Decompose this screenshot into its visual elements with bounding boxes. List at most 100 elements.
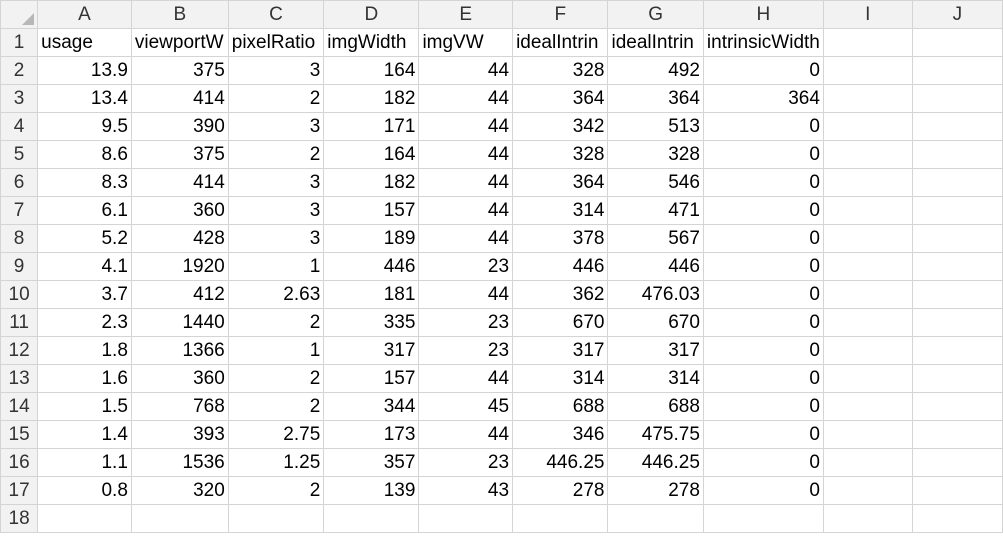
- column-header-i[interactable]: I: [822, 0, 913, 29]
- cell-g4[interactable]: 513: [607, 112, 704, 141]
- cell-b12[interactable]: 1366: [130, 336, 229, 365]
- cell-h17[interactable]: 0: [702, 476, 824, 505]
- cell-d9[interactable]: 446: [323, 252, 420, 281]
- cell-d14[interactable]: 344: [323, 392, 420, 421]
- cell-b13[interactable]: 360: [130, 364, 229, 393]
- row-header[interactable]: 13: [0, 364, 39, 393]
- cell-j6[interactable]: [911, 168, 1003, 197]
- cell-j18[interactable]: [911, 504, 1003, 533]
- cell-d12[interactable]: 317: [323, 336, 420, 365]
- cell-j16[interactable]: [911, 448, 1003, 477]
- column-header-h[interactable]: H: [702, 0, 824, 29]
- cell-d2[interactable]: 164: [323, 56, 420, 85]
- cell-c1[interactable]: pixelRatio: [227, 28, 325, 57]
- cell-e17[interactable]: 43: [418, 476, 514, 505]
- cell-c13[interactable]: 2: [227, 364, 325, 393]
- row-header[interactable]: 14: [0, 392, 39, 421]
- cell-d13[interactable]: 157: [323, 364, 420, 393]
- cell-g8[interactable]: 567: [607, 224, 704, 253]
- cell-f5[interactable]: 328: [512, 140, 609, 169]
- cell-i14[interactable]: [822, 392, 913, 421]
- cell-b7[interactable]: 360: [130, 196, 229, 225]
- cell-a10[interactable]: 3.7: [37, 280, 132, 309]
- cell-b8[interactable]: 428: [130, 224, 229, 253]
- cell-g9[interactable]: 446: [607, 252, 704, 281]
- cell-f17[interactable]: 278: [512, 476, 609, 505]
- cell-b5[interactable]: 375: [130, 140, 229, 169]
- cell-c16[interactable]: 1.25: [227, 448, 325, 477]
- row-header[interactable]: 16: [0, 448, 39, 477]
- cell-b14[interactable]: 768: [130, 392, 229, 421]
- cell-h8[interactable]: 0: [702, 224, 824, 253]
- cell-f13[interactable]: 314: [512, 364, 609, 393]
- cell-g7[interactable]: 471: [607, 196, 704, 225]
- cell-d8[interactable]: 189: [323, 224, 420, 253]
- cell-j14[interactable]: [911, 392, 1003, 421]
- cell-h11[interactable]: 0: [702, 308, 824, 337]
- cell-c9[interactable]: 1: [227, 252, 325, 281]
- cell-j12[interactable]: [911, 336, 1003, 365]
- column-header-a[interactable]: A: [37, 0, 132, 29]
- cell-h2[interactable]: 0: [702, 56, 824, 85]
- cell-b11[interactable]: 1440: [130, 308, 229, 337]
- cell-e8[interactable]: 44: [418, 224, 514, 253]
- row-header[interactable]: 2: [0, 56, 39, 85]
- cell-j17[interactable]: [911, 476, 1003, 505]
- cell-f1[interactable]: idealIntrin: [512, 28, 609, 57]
- row-header[interactable]: 18: [0, 504, 39, 533]
- cell-h15[interactable]: 0: [702, 420, 824, 449]
- cell-h7[interactable]: 0: [702, 196, 824, 225]
- cell-e11[interactable]: 23: [418, 308, 514, 337]
- cell-c17[interactable]: 2: [227, 476, 325, 505]
- cell-h14[interactable]: 0: [702, 392, 824, 421]
- cell-a3[interactable]: 13.4: [37, 84, 132, 113]
- cell-i2[interactable]: [822, 56, 913, 85]
- row-header[interactable]: 7: [0, 196, 39, 225]
- cell-d11[interactable]: 335: [323, 308, 420, 337]
- row-header[interactable]: 9: [0, 252, 39, 281]
- cell-f2[interactable]: 328: [512, 56, 609, 85]
- row-header[interactable]: 8: [0, 224, 39, 253]
- cell-a6[interactable]: 8.3: [37, 168, 132, 197]
- cell-f7[interactable]: 314: [512, 196, 609, 225]
- cell-a17[interactable]: 0.8: [37, 476, 132, 505]
- cell-g1[interactable]: idealIntrin: [607, 28, 704, 57]
- cell-d3[interactable]: 182: [323, 84, 420, 113]
- cell-c12[interactable]: 1: [227, 336, 325, 365]
- cell-d6[interactable]: 182: [323, 168, 420, 197]
- cell-i5[interactable]: [822, 140, 913, 169]
- column-header-b[interactable]: B: [130, 0, 229, 29]
- cell-f4[interactable]: 342: [512, 112, 609, 141]
- row-header[interactable]: 15: [0, 420, 39, 449]
- cell-i16[interactable]: [822, 448, 913, 477]
- cell-d4[interactable]: 171: [323, 112, 420, 141]
- cell-i4[interactable]: [822, 112, 913, 141]
- cell-j15[interactable]: [911, 420, 1003, 449]
- cell-a16[interactable]: 1.1: [37, 448, 132, 477]
- cell-j10[interactable]: [911, 280, 1003, 309]
- cell-g11[interactable]: 670: [607, 308, 704, 337]
- cell-a7[interactable]: 6.1: [37, 196, 132, 225]
- cell-j4[interactable]: [911, 112, 1003, 141]
- cell-c8[interactable]: 3: [227, 224, 325, 253]
- cell-h16[interactable]: 0: [702, 448, 824, 477]
- cell-j11[interactable]: [911, 308, 1003, 337]
- cell-a13[interactable]: 1.6: [37, 364, 132, 393]
- column-header-j[interactable]: J: [911, 0, 1003, 29]
- cell-g3[interactable]: 364: [607, 84, 704, 113]
- cell-i6[interactable]: [822, 168, 913, 197]
- cell-c2[interactable]: 3: [227, 56, 325, 85]
- cell-f11[interactable]: 670: [512, 308, 609, 337]
- row-header[interactable]: 10: [0, 280, 39, 309]
- cell-f14[interactable]: 688: [512, 392, 609, 421]
- cell-d1[interactable]: imgWidth: [323, 28, 420, 57]
- cell-a11[interactable]: 2.3: [37, 308, 132, 337]
- cell-i8[interactable]: [822, 224, 913, 253]
- cell-e10[interactable]: 44: [418, 280, 514, 309]
- cell-a2[interactable]: 13.9: [37, 56, 132, 85]
- cell-c7[interactable]: 3: [227, 196, 325, 225]
- cell-h12[interactable]: 0: [702, 336, 824, 365]
- column-header-e[interactable]: E: [418, 0, 514, 29]
- cell-i1[interactable]: [822, 28, 913, 57]
- cell-e12[interactable]: 23: [418, 336, 514, 365]
